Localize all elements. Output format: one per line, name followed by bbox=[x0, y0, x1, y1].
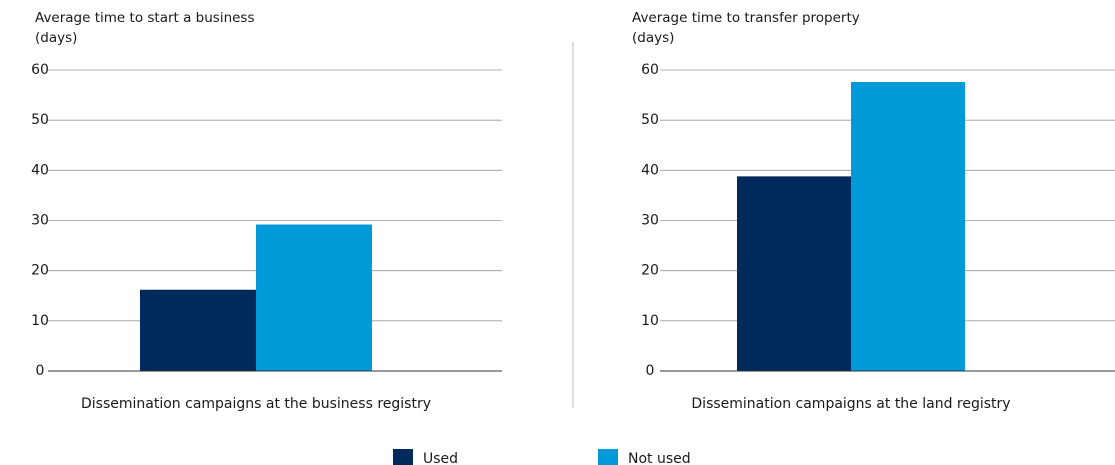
y-tick-label: 0 bbox=[36, 363, 45, 379]
bar bbox=[256, 224, 372, 371]
legend-swatch bbox=[393, 449, 413, 465]
bar bbox=[737, 176, 851, 371]
y-tick-label: 10 bbox=[641, 313, 659, 329]
legend-label: Used bbox=[423, 451, 458, 465]
bar bbox=[851, 82, 965, 371]
legend-swatch bbox=[598, 449, 618, 465]
y-axis-label: (days) bbox=[632, 30, 674, 46]
y-tick-label: 60 bbox=[641, 62, 659, 78]
chart-title: Average time to transfer property bbox=[632, 10, 860, 26]
y-tick-label: 50 bbox=[31, 112, 49, 128]
y-tick-label: 50 bbox=[641, 112, 659, 128]
y-tick-label: 40 bbox=[641, 162, 659, 178]
x-tick-label: Dissemination campaigns at the business … bbox=[81, 396, 431, 412]
y-tick-label: 40 bbox=[31, 162, 49, 178]
x-tick-label: Dissemination campaigns at the land regi… bbox=[691, 396, 1010, 412]
chart-title: Average time to start a business bbox=[35, 10, 255, 26]
y-tick-label: 30 bbox=[641, 213, 659, 229]
y-tick-label: 20 bbox=[641, 263, 659, 279]
legend-label: Not used bbox=[628, 451, 691, 465]
y-tick-label: 20 bbox=[31, 263, 49, 279]
bar bbox=[140, 289, 256, 371]
y-axis-label: (days) bbox=[35, 30, 77, 46]
y-tick-label: 10 bbox=[31, 313, 49, 329]
y-tick-label: 30 bbox=[31, 213, 49, 229]
y-tick-label: 0 bbox=[646, 363, 655, 379]
y-tick-label: 60 bbox=[31, 62, 49, 78]
